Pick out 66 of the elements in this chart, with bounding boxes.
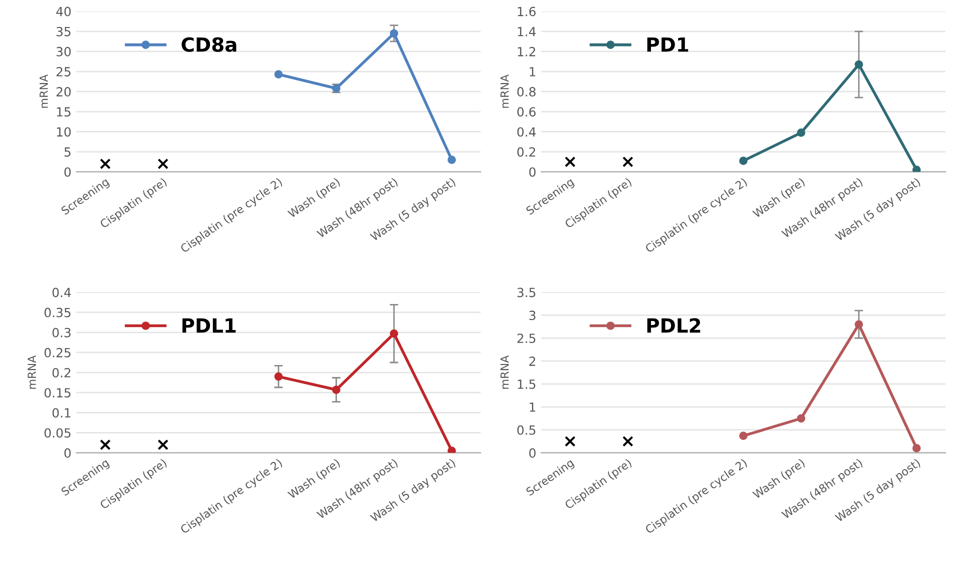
y-tick-label: 0.4: [52, 288, 71, 298]
y-tick-label: 0.1: [52, 408, 70, 418]
point: [100, 439, 111, 450]
point: [390, 329, 398, 338]
point: [564, 156, 576, 168]
legend-label: PD1: [647, 37, 688, 52]
y-tick-label: 0.2: [517, 147, 536, 157]
y-tick-label: 3.5: [517, 288, 536, 298]
y-tick-label: 2: [529, 356, 536, 366]
y-tick-label: 35: [56, 26, 70, 36]
y-axis-title: mRNA: [40, 74, 48, 108]
point: [332, 386, 340, 394]
legend-label: PDL1: [182, 318, 236, 333]
point: [448, 446, 456, 453]
y-tick-label: 15: [57, 107, 70, 117]
y-tick-label: 20: [56, 87, 71, 97]
y-tick-label: 40: [56, 6, 71, 16]
point: [854, 60, 863, 69]
point: [912, 166, 921, 172]
y-tick-label: 2.5: [517, 334, 536, 344]
y-tick-label: 0: [64, 448, 71, 458]
point: [739, 156, 748, 165]
y-tick-label: 5: [64, 147, 70, 157]
point: [622, 436, 634, 447]
y-axis-title: mRNA: [500, 74, 509, 108]
point: [564, 436, 576, 447]
y-tick-label: 25: [56, 66, 70, 76]
y-axis-title: mRNA: [500, 355, 509, 389]
y-tick-label: 30: [56, 46, 71, 56]
point: [448, 156, 456, 164]
point: [274, 372, 283, 381]
y-tick-label: 10: [57, 127, 71, 137]
y-tick-label: 0.4: [517, 127, 536, 137]
y-tick-label: 0.05: [44, 428, 70, 438]
point: [274, 70, 283, 78]
legend-label: PDL2: [647, 318, 700, 333]
point: [390, 29, 398, 38]
point: [158, 158, 168, 170]
y-tick-label: 0: [64, 167, 71, 177]
point: [100, 158, 111, 170]
y-tick-label: 1.6: [518, 6, 536, 16]
point: [796, 128, 806, 137]
y-tick-label: 1.4: [518, 27, 536, 36]
y-tick-label: 0.8: [517, 87, 536, 97]
point: [854, 320, 863, 329]
y-tick-label: 1: [530, 402, 536, 412]
y-axis-title: mRNA: [28, 355, 36, 389]
y-tick-label: 0.15: [44, 388, 70, 398]
y-tick-label: 0: [529, 167, 536, 177]
y-tick-label: 0.2: [52, 368, 70, 378]
y-tick-label: 0.35: [44, 308, 70, 318]
point: [912, 444, 921, 452]
y-tick-label: 1: [530, 67, 536, 76]
y-tick-label: 1.5: [518, 380, 536, 389]
y-tick-label: 3: [529, 310, 536, 320]
point: [158, 439, 168, 450]
y-tick-label: 0.25: [44, 348, 70, 358]
point: [739, 432, 748, 440]
y-tick-label: 0.5: [517, 425, 536, 435]
y-tick-label: 1.2: [518, 46, 536, 56]
y-tick-label: 0: [529, 448, 536, 458]
y-tick-label: 0.3: [52, 328, 71, 338]
y-tick-label: 0.6: [517, 107, 536, 117]
point: [622, 156, 634, 168]
point: [796, 414, 806, 423]
legend-label: CD8a: [182, 37, 236, 52]
